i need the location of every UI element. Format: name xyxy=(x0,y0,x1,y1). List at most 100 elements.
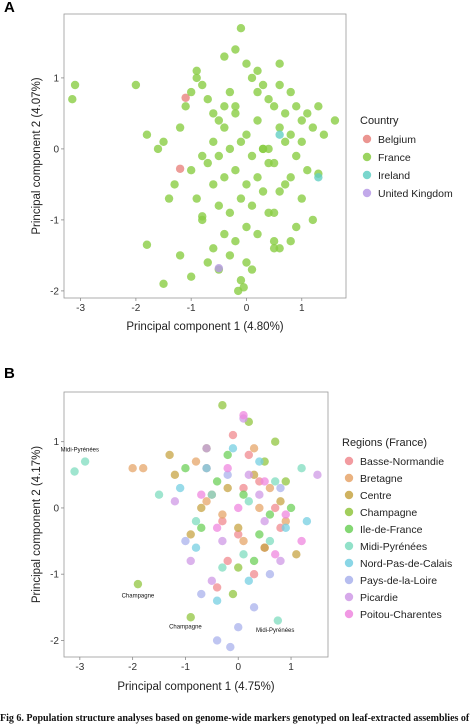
data-point xyxy=(292,550,301,559)
data-point xyxy=(154,490,164,499)
x-tick-label: 0 xyxy=(235,662,241,673)
data-point xyxy=(242,130,251,139)
data-point xyxy=(209,137,218,146)
y-axis-title: Principal component 2 (4.17%) xyxy=(31,446,43,603)
data-point xyxy=(255,457,264,466)
data-point xyxy=(214,116,224,125)
data-point xyxy=(303,166,312,175)
point-annotation: Midi-Pyrénées xyxy=(61,448,99,454)
data-point xyxy=(249,444,259,453)
data-point xyxy=(212,583,222,592)
data-point xyxy=(231,237,240,246)
data-point xyxy=(242,222,251,232)
data-point xyxy=(159,279,168,288)
data-point xyxy=(247,73,257,83)
data-point xyxy=(281,523,290,533)
legend-swatch xyxy=(344,490,354,500)
data-point xyxy=(286,87,295,97)
data-point xyxy=(186,556,195,566)
legend-label: Midi-Pyrénées xyxy=(360,541,427,553)
data-point xyxy=(269,102,279,111)
data-point xyxy=(202,497,211,506)
data-point xyxy=(202,463,211,473)
y-tick-label: 0 xyxy=(53,503,59,514)
point-annotation: Champagne xyxy=(122,593,155,599)
panel-label: B xyxy=(4,365,15,382)
data-point xyxy=(253,173,262,182)
data-point xyxy=(255,503,264,513)
data-point xyxy=(197,589,206,599)
y-tick-label: 0 xyxy=(53,144,59,155)
data-point xyxy=(214,151,224,161)
data-point xyxy=(265,483,275,493)
data-point xyxy=(223,483,232,493)
data-point xyxy=(297,194,306,203)
data-point xyxy=(209,180,218,189)
x-axis-title: Principal component 1 (4.80%) xyxy=(126,321,283,333)
legend-label: Bretagne xyxy=(360,473,403,485)
legend-swatch xyxy=(362,152,372,162)
data-point xyxy=(249,569,259,579)
data-point xyxy=(218,401,227,410)
data-point xyxy=(225,144,235,154)
y-tick-label: 1 xyxy=(53,437,59,448)
data-point xyxy=(212,596,222,605)
legend-swatch xyxy=(344,575,354,585)
data-point xyxy=(313,470,322,480)
y-tick-label: -2 xyxy=(50,636,59,647)
data-point xyxy=(209,109,218,118)
data-point xyxy=(186,530,195,539)
data-point xyxy=(253,229,262,239)
data-point xyxy=(269,244,279,253)
data-point xyxy=(281,516,290,526)
data-point xyxy=(212,477,222,486)
data-point xyxy=(286,237,295,246)
data-point xyxy=(198,151,207,161)
data-point xyxy=(170,470,180,480)
data-point xyxy=(192,66,201,76)
panel-a: A -3 -2 -1 0 1 -2 -1 0 1 Principal component 1 (4.… xyxy=(4,0,453,333)
x-tick-label: 1 xyxy=(288,662,294,673)
data-point xyxy=(197,523,206,533)
data-point xyxy=(265,510,275,519)
data-point xyxy=(271,550,280,559)
legend-title: Regions (France) xyxy=(342,437,427,449)
data-point xyxy=(242,180,251,189)
data-point xyxy=(308,215,318,225)
legend-swatch xyxy=(344,558,354,568)
data-point xyxy=(70,467,79,476)
data-point xyxy=(258,187,268,196)
data-point xyxy=(236,24,246,33)
data-point xyxy=(181,93,190,102)
data-point xyxy=(239,283,248,292)
data-point xyxy=(212,523,222,533)
legend-label: Champagne xyxy=(360,507,417,519)
legend-label: Belgium xyxy=(378,134,416,146)
data-point xyxy=(220,102,229,111)
data-point xyxy=(297,536,306,546)
legend-label: Pays-de-la-Loire xyxy=(360,575,437,587)
data-point xyxy=(131,80,141,90)
data-point xyxy=(197,490,206,499)
data-point xyxy=(207,576,217,586)
data-point xyxy=(223,470,232,480)
data-point xyxy=(265,536,275,546)
data-point xyxy=(218,536,227,546)
legend-swatch xyxy=(344,507,354,517)
legend-label: Picardie xyxy=(360,592,398,604)
data-point xyxy=(128,463,137,473)
data-point xyxy=(292,102,301,111)
data-point xyxy=(234,622,243,632)
data-point xyxy=(192,73,201,83)
data-point xyxy=(231,109,240,118)
data-point xyxy=(244,497,253,506)
data-point xyxy=(253,66,262,76)
data-point xyxy=(175,251,185,260)
data-point xyxy=(202,444,211,453)
data-point xyxy=(231,102,240,111)
data-point xyxy=(280,180,290,189)
data-point xyxy=(70,80,80,90)
data-point xyxy=(275,59,284,68)
data-point xyxy=(236,194,246,203)
legend-label: United Kingdom xyxy=(378,188,453,200)
